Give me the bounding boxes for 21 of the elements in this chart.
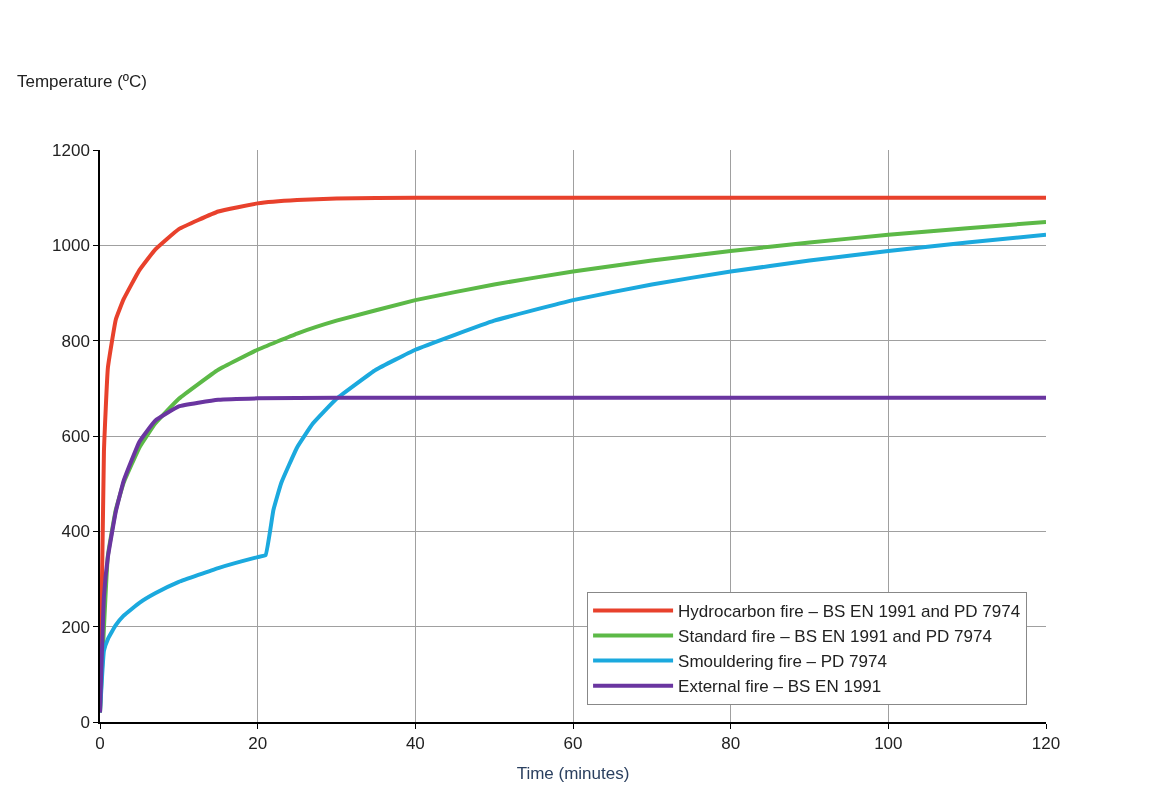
x-tick-label: 80 <box>721 734 741 754</box>
y-tick-label: 200 <box>61 617 90 637</box>
x-axis-title: Time (minutes) <box>516 764 630 784</box>
x-tick-label: 120 <box>1031 734 1061 754</box>
legend-label: Standard fire – BS EN 1991 and PD 7974 <box>678 627 992 647</box>
y-tick-label: 1200 <box>52 140 90 160</box>
line-series <box>100 395 1046 715</box>
y-tick-label: 0 <box>80 712 90 732</box>
y-tick-label: 600 <box>61 426 90 446</box>
legend-label: Hydrocarbon fire – BS EN 1991 and PD 7974 <box>678 602 1021 622</box>
x-tick-label: 20 <box>248 734 268 754</box>
x-tick-label: 0 <box>95 734 105 754</box>
y-tick-label: 400 <box>61 522 90 542</box>
y-tick-label: 800 <box>61 331 90 351</box>
y-axis-title: Temperature (ºC) <box>17 72 147 91</box>
y-tick-label: 1000 <box>52 236 90 256</box>
legend-label: External fire – BS EN 1991 <box>678 677 882 697</box>
x-tick-label: 100 <box>874 734 903 754</box>
x-tick-label: 60 <box>563 734 583 754</box>
x-tick-label: 40 <box>405 734 425 754</box>
legend-label: Smouldering fire – PD 7974 <box>678 652 887 672</box>
